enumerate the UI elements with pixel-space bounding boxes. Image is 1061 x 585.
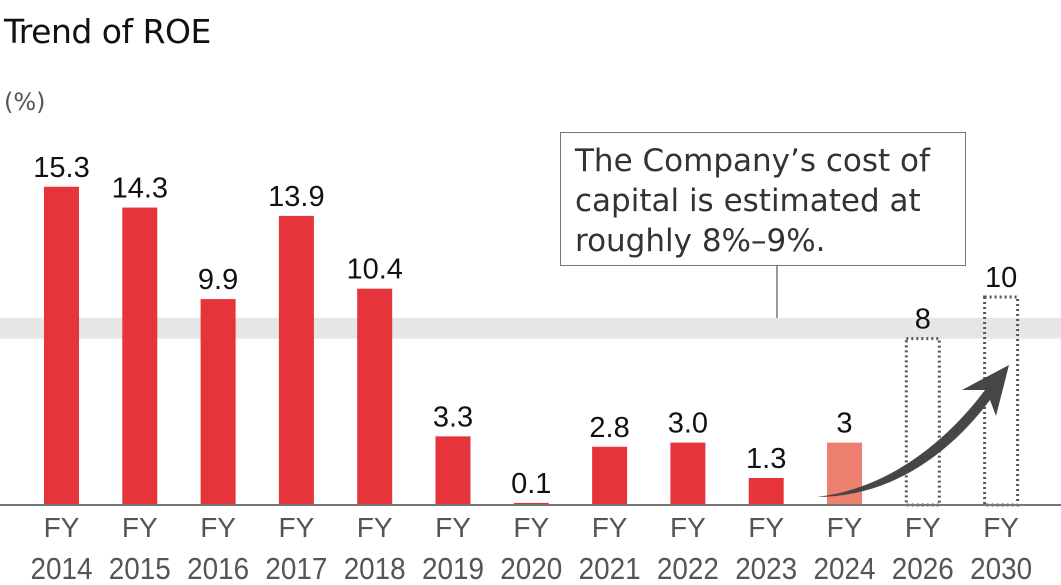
x-tick-label: 2019	[422, 551, 484, 585]
x-tick-label: 2030	[970, 551, 1032, 585]
x-tick-label: FY	[279, 512, 315, 543]
data-label: 13.9	[268, 181, 324, 213]
data-label: 3.3	[433, 401, 473, 433]
cost-of-capital-band	[0, 317, 1061, 339]
data-label: 1.3	[746, 443, 786, 475]
data-label: 8	[915, 304, 931, 336]
annotation-line: roughly 8%–9%.	[575, 223, 826, 259]
x-tick-label: 2021	[579, 551, 641, 585]
x-tick-label: FY	[905, 512, 941, 543]
growth-arrow-icon	[817, 365, 1009, 497]
actual-bar	[200, 299, 236, 505]
x-tick-label: FY	[513, 512, 549, 543]
y-axis-unit: (%)	[4, 88, 46, 116]
data-label: 10.4	[346, 254, 402, 286]
x-tick-label: FY	[592, 512, 628, 543]
actual-bar	[670, 442, 706, 505]
x-tick-label: FY	[983, 512, 1019, 543]
x-tick-label: 2018	[344, 551, 406, 585]
x-tick-label: FY	[44, 512, 80, 543]
actual-bar	[44, 186, 79, 505]
x-tick-label: 2017	[265, 551, 327, 585]
x-tick-label: 2014	[31, 551, 93, 585]
data-label: 14.3	[112, 173, 168, 205]
annotation-line: capital is estimated at	[575, 183, 921, 219]
x-tick-label: FY	[670, 512, 706, 543]
actual-bar	[748, 477, 784, 505]
actual-bar	[513, 502, 549, 505]
data-label: 15.3	[33, 152, 89, 184]
actual-bar	[357, 288, 393, 505]
annotation-line: The Company’s cost of	[575, 143, 930, 179]
x-tick-label: FY	[357, 512, 393, 543]
data-label: 3	[836, 408, 852, 440]
actual-bar	[278, 215, 314, 505]
x-tick-label: 2016	[187, 551, 249, 585]
actual-bar	[435, 436, 471, 505]
x-tick-label: 2023	[735, 551, 797, 585]
data-label: 10	[985, 262, 1017, 294]
x-tick-label: FY	[827, 512, 863, 543]
target-bar	[904, 337, 941, 507]
actual-bar	[122, 207, 158, 505]
target-bar	[983, 295, 1020, 507]
data-label: 3.0	[668, 408, 708, 440]
x-tick-label: FY	[748, 512, 784, 543]
x-tick-label: FY	[435, 512, 471, 543]
data-label: 9.9	[198, 264, 238, 296]
chart-title: Trend of ROE	[4, 12, 211, 51]
x-tick-label: 2026	[892, 551, 954, 585]
cost-of-capital-annotation: The Company’s cost of capital is estimat…	[560, 132, 966, 266]
x-tick-label: 2020	[500, 551, 562, 585]
x-tick-label: 2022	[657, 551, 719, 585]
data-label: 2.8	[589, 412, 629, 444]
actual-bar	[592, 446, 628, 505]
x-tick-label: 2024	[814, 551, 876, 585]
x-tick-label: 2015	[109, 551, 171, 585]
data-label: 0.1	[511, 468, 551, 500]
x-tick-label: FY	[122, 512, 158, 543]
x-tick-label: FY	[200, 512, 236, 543]
